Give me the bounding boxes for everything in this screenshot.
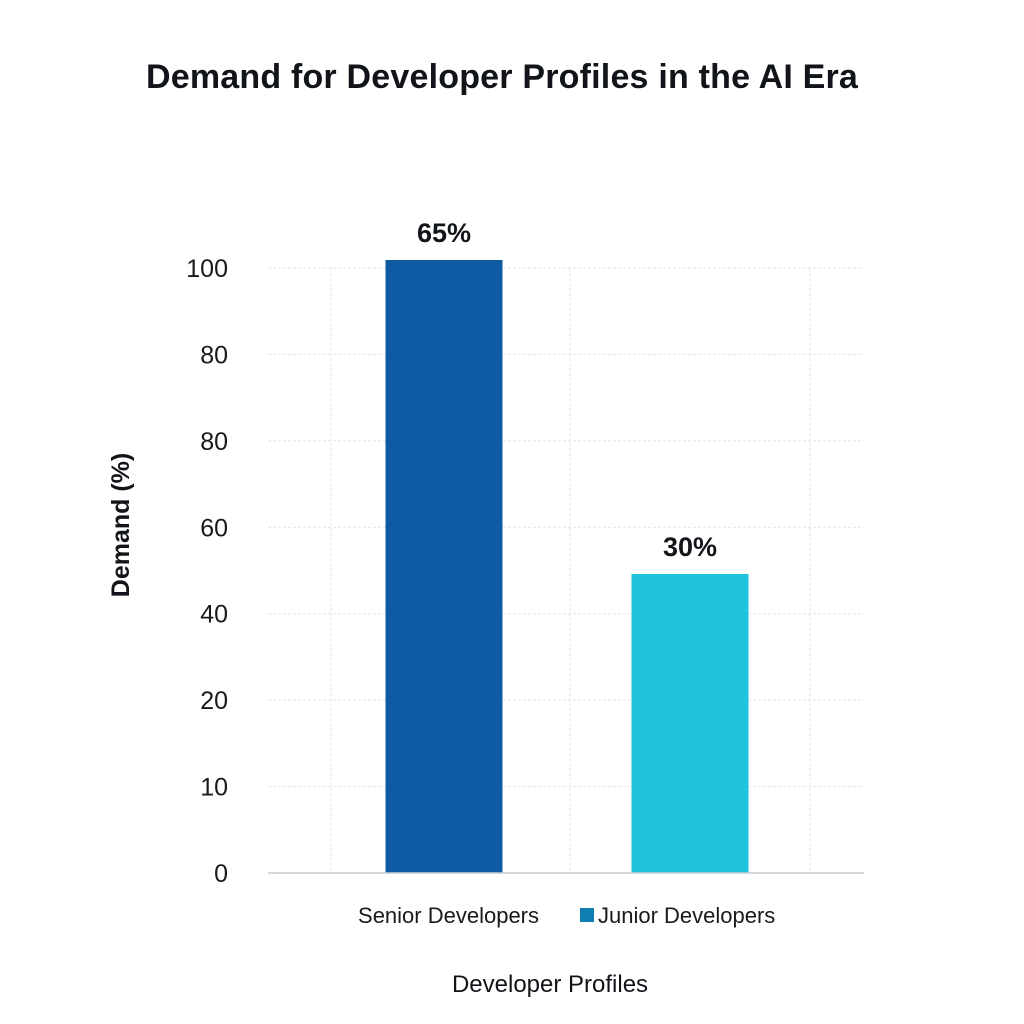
- x-axis-title: Developer Profiles: [452, 971, 648, 998]
- legend-item-label: Junior Developers: [598, 903, 775, 928]
- y-axis-title: Demand (%): [107, 453, 135, 597]
- data-label: 30%: [663, 532, 717, 562]
- y-tick-label: 10: [200, 774, 228, 802]
- legend-marker-square: [580, 908, 594, 922]
- y-tick-label: 0: [214, 860, 228, 888]
- y-tick-label: 100: [186, 255, 228, 283]
- grid-lines: [268, 267, 864, 873]
- y-tick-label: 40: [200, 601, 228, 629]
- data-labels: 65% 30%: [417, 218, 717, 562]
- y-axis-ticks: 0 10 20 40 60 80 80 100: [186, 255, 228, 888]
- legend: Senior Developers Junior Developers: [358, 903, 775, 928]
- y-tick-label: 60: [200, 514, 228, 542]
- chart-title: Demand for Developer Profiles in the AI …: [145, 58, 859, 96]
- bar-senior-developers: [385, 260, 503, 873]
- y-tick-label: 80: [200, 428, 228, 456]
- data-label: 65%: [417, 218, 471, 248]
- bar-junior-developers: [631, 574, 749, 873]
- legend-item-label: Senior Developers: [358, 903, 539, 928]
- bars: [385, 260, 749, 873]
- y-tick-label: 20: [200, 687, 228, 715]
- y-tick-label: 80: [200, 341, 228, 369]
